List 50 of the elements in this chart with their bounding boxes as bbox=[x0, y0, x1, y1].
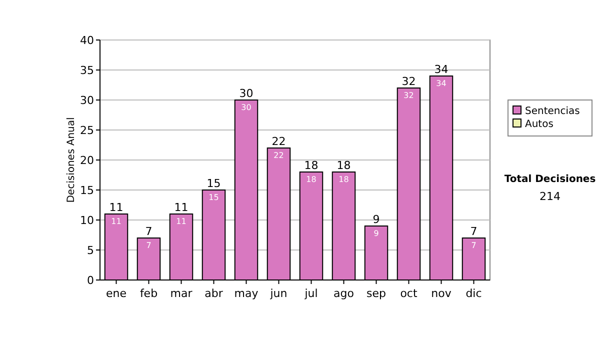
x-tick-label: oct bbox=[400, 287, 418, 300]
x-tick-label: abr bbox=[204, 287, 224, 300]
x-tick-label: ene bbox=[106, 287, 127, 300]
total-label: 7 bbox=[470, 225, 478, 238]
data-label: 18 bbox=[306, 175, 316, 184]
x-tick-label: jul bbox=[304, 287, 318, 300]
total-label: 7 bbox=[145, 225, 152, 238]
data-label: 18 bbox=[338, 175, 349, 184]
total-label: 22 bbox=[272, 135, 286, 148]
total-label: 18 bbox=[336, 159, 351, 172]
data-label: 7 bbox=[146, 241, 152, 250]
text: Total Decisiones bbox=[504, 174, 596, 185]
x-tick-label: nov bbox=[431, 287, 452, 300]
text: 214 bbox=[540, 190, 560, 203]
x-tick-label: sep bbox=[366, 287, 386, 300]
data-label: 11 bbox=[176, 217, 186, 226]
total-label: 18 bbox=[304, 159, 318, 172]
x-tick-label: mar bbox=[170, 287, 193, 300]
y-tick-label: 0 bbox=[87, 274, 94, 287]
y-axis-title: Decisiones Anual bbox=[66, 117, 77, 203]
total-label: 9 bbox=[372, 213, 380, 226]
data-label: 9 bbox=[374, 229, 379, 238]
y-tick-label: 30 bbox=[80, 94, 94, 107]
legend-label: Autos bbox=[525, 119, 554, 130]
x-tick-label: feb bbox=[140, 287, 158, 300]
y-tick-label: 35 bbox=[80, 64, 94, 77]
y-tick-label: 20 bbox=[80, 154, 94, 167]
total-label: 11 bbox=[109, 201, 124, 214]
y-tick-label: 40 bbox=[80, 34, 94, 47]
legend-label: Sentencias bbox=[525, 106, 580, 117]
y-tick-label: 5 bbox=[87, 244, 94, 257]
y-tick-label: 25 bbox=[80, 124, 94, 137]
data-label: 22 bbox=[274, 151, 284, 160]
data-label: 15 bbox=[208, 193, 219, 202]
total-label: 34 bbox=[434, 63, 448, 76]
y-tick-label: 15 bbox=[80, 184, 94, 197]
data-label: 32 bbox=[404, 91, 414, 100]
x-tick-label: jun bbox=[269, 287, 288, 300]
total-label: 32 bbox=[402, 75, 416, 88]
x-tick-label: may bbox=[234, 287, 259, 300]
total-label: 15 bbox=[206, 177, 221, 190]
total-label: 11 bbox=[174, 201, 188, 214]
total-label: 30 bbox=[239, 87, 254, 100]
data-label: 7 bbox=[471, 241, 476, 250]
data-label: 11 bbox=[111, 217, 122, 226]
y-tick-label: 10 bbox=[80, 214, 94, 227]
data-label: 30 bbox=[241, 103, 252, 112]
x-tick-label: dic bbox=[466, 287, 482, 300]
x-tick-label: ago bbox=[334, 287, 354, 300]
data-label: 34 bbox=[436, 79, 446, 88]
